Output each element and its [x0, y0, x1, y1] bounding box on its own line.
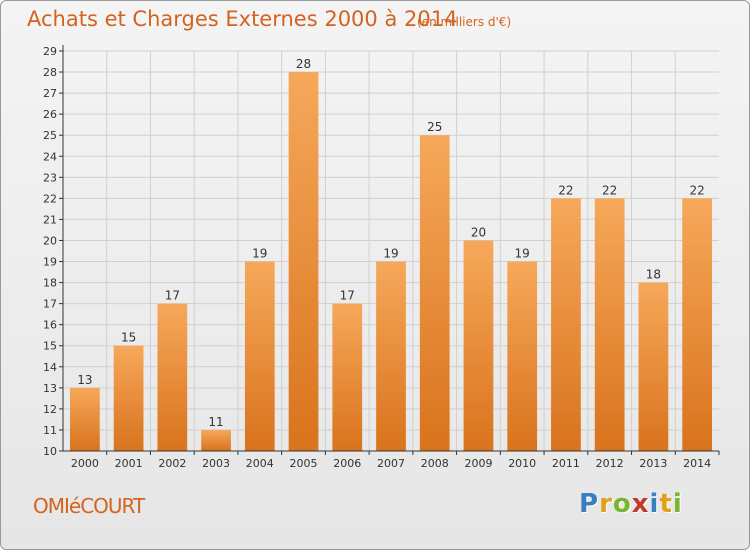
y-tick-label: 29	[43, 45, 57, 58]
bar-2008[interactable]	[419, 135, 450, 452]
x-tick-label: 2000	[71, 457, 99, 470]
logo-letter: o	[612, 489, 632, 519]
y-tick-label: 22	[43, 192, 57, 205]
logo-letter: i	[649, 489, 660, 519]
y-tick-label: 19	[43, 256, 57, 269]
bar-2012[interactable]	[594, 198, 625, 451]
data-label-2006: 17	[340, 289, 355, 303]
x-tick-label: 2001	[115, 457, 143, 470]
y-tick-label: 24	[43, 150, 57, 163]
x-tick-label: 2009	[464, 457, 492, 470]
x-tick-label: 2002	[158, 457, 186, 470]
y-tick-label: 12	[43, 403, 57, 416]
bar-2002[interactable]	[157, 303, 188, 451]
y-tick-label: 15	[43, 340, 57, 353]
y-tick-label: 13	[43, 382, 57, 395]
bar-2000[interactable]	[69, 387, 100, 451]
data-label-2007: 19	[383, 247, 398, 261]
y-tick-label: 20	[43, 234, 57, 247]
logo-letter: P	[579, 489, 600, 519]
x-tick-label: 2010	[508, 457, 536, 470]
x-tick-label: 2014	[683, 457, 711, 470]
x-tick-label: 2005	[290, 457, 318, 470]
y-tick-label: 18	[43, 277, 57, 290]
x-tick-label: 2013	[639, 457, 667, 470]
bar-2004[interactable]	[244, 261, 275, 451]
data-label-2011: 22	[558, 183, 573, 197]
logo-letter: x	[631, 489, 650, 519]
data-label-2001: 15	[121, 331, 136, 345]
bars: 13 15 17 11 19 28 17 19 25 20 19 22 22 18 22	[69, 57, 713, 452]
chart-title: Achats et Charges Externes 2000 à 2014	[27, 7, 458, 31]
chart-subtitle: (en milliers d'€)	[417, 15, 512, 29]
x-tick-label: 2007	[377, 457, 405, 470]
data-label-2005: 28	[296, 57, 311, 71]
x-tick-label: 2006	[333, 457, 361, 470]
x-tick-label: 2003	[202, 457, 230, 470]
y-tick-label: 14	[43, 361, 57, 374]
bar-2010[interactable]	[507, 261, 538, 451]
data-label-2000: 13	[77, 373, 92, 387]
y-tick-label: 28	[43, 66, 57, 79]
bar-2011[interactable]	[551, 198, 581, 451]
axes: 10 11 12 13 14 15 16 17 18 19 20 21 22 23 24 25 26 27 28 29…	[43, 45, 720, 470]
x-tick-label: 2004	[246, 457, 274, 470]
y-tick-label: 26	[43, 108, 57, 121]
bar-2001[interactable]	[113, 345, 144, 451]
data-label-2009: 20	[471, 225, 486, 239]
x-tick-label: 2011	[552, 457, 580, 470]
x-tick-label: 2012	[596, 457, 624, 470]
bar-2003[interactable]	[201, 429, 231, 451]
data-label-2003: 11	[208, 415, 223, 429]
commune-name: OMIéCOURT	[33, 494, 145, 518]
data-label-2014: 22	[689, 183, 704, 197]
x-tick-label: 2008	[421, 457, 449, 470]
bar-2005[interactable]	[288, 72, 319, 451]
bar-2006[interactable]	[332, 303, 363, 451]
y-tick-label: 25	[43, 129, 57, 142]
data-label-2012: 22	[602, 183, 617, 197]
data-label-2002: 17	[165, 289, 180, 303]
logo-letter: r	[599, 489, 613, 519]
bar-2007[interactable]	[376, 261, 406, 451]
y-tick-label: 10	[43, 445, 57, 458]
y-tick-label: 11	[43, 424, 57, 437]
y-tick-label: 16	[43, 319, 57, 332]
y-tick-label: 27	[43, 87, 57, 100]
logo-letter: i	[672, 489, 683, 519]
data-label-2010: 19	[515, 247, 530, 261]
data-label-2013: 18	[646, 268, 661, 282]
data-label-2008: 25	[427, 120, 442, 134]
y-tick-label: 23	[43, 171, 57, 184]
bar-2014[interactable]	[682, 198, 713, 451]
proxiti-logo[interactable]: Proxiti	[579, 489, 683, 519]
bar-2013[interactable]	[638, 282, 669, 451]
y-tick-label: 21	[43, 213, 57, 226]
logo-letter: t	[659, 489, 673, 519]
bar-2009[interactable]	[463, 240, 494, 451]
data-label-2004: 19	[252, 247, 267, 261]
y-tick-label: 17	[43, 298, 57, 311]
